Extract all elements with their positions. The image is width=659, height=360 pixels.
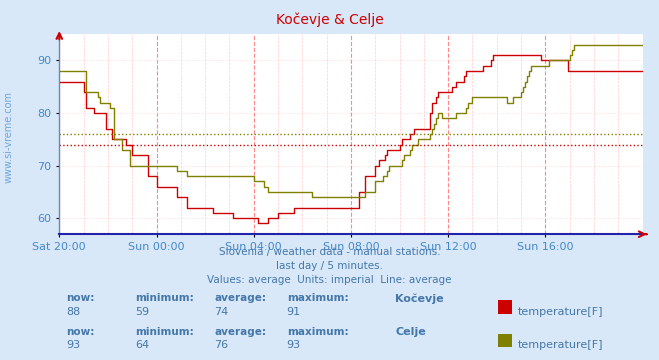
- Text: now:: now:: [66, 327, 94, 337]
- Text: average:: average:: [214, 293, 266, 303]
- Text: Values: average  Units: imperial  Line: average: Values: average Units: imperial Line: av…: [207, 275, 452, 285]
- Text: minimum:: minimum:: [135, 327, 194, 337]
- Text: minimum:: minimum:: [135, 293, 194, 303]
- Text: temperature[F]: temperature[F]: [517, 340, 603, 350]
- Text: Kočevje & Celje: Kočevje & Celje: [275, 13, 384, 27]
- Text: maximum:: maximum:: [287, 293, 349, 303]
- Text: maximum:: maximum:: [287, 327, 349, 337]
- Text: last day / 5 minutes.: last day / 5 minutes.: [276, 261, 383, 271]
- Text: 91: 91: [287, 307, 301, 317]
- Text: Kočevje: Kočevje: [395, 293, 444, 304]
- Text: 93: 93: [287, 340, 301, 350]
- Text: 88: 88: [66, 307, 80, 317]
- Text: 76: 76: [214, 340, 228, 350]
- Text: temperature[F]: temperature[F]: [517, 307, 603, 317]
- Text: now:: now:: [66, 293, 94, 303]
- Text: 93: 93: [66, 340, 80, 350]
- Text: 59: 59: [135, 307, 149, 317]
- Text: Slovenia / weather data - manual stations.: Slovenia / weather data - manual station…: [219, 247, 440, 257]
- Text: average:: average:: [214, 327, 266, 337]
- Text: 64: 64: [135, 340, 149, 350]
- Text: Celje: Celje: [395, 327, 426, 337]
- Text: www.si-vreme.com: www.si-vreme.com: [3, 91, 14, 183]
- Text: 74: 74: [214, 307, 229, 317]
